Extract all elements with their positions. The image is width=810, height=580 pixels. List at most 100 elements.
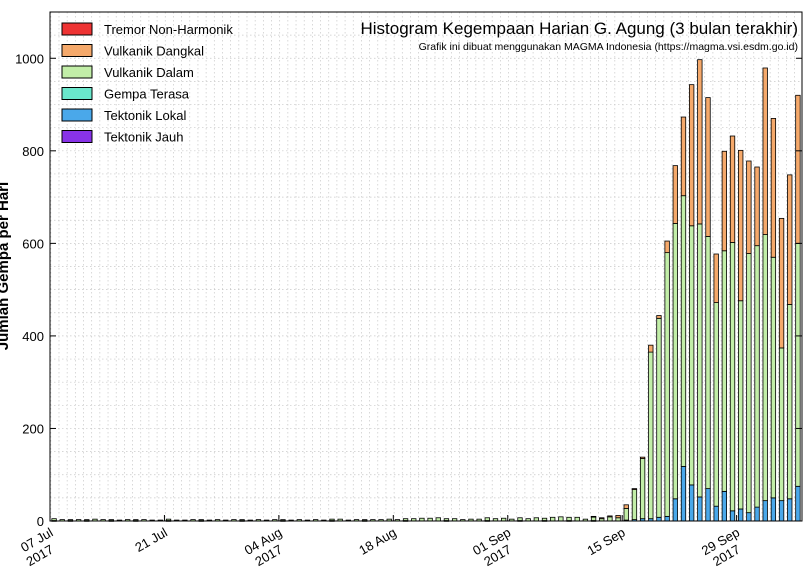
bar-segment — [762, 67, 768, 235]
bar-segment — [623, 508, 629, 521]
bar-segment — [689, 84, 695, 227]
y-axis-label: Jumlah Gempa per Hari — [0, 182, 12, 350]
bar-segment — [648, 344, 654, 353]
bar-segment — [402, 518, 409, 521]
bar-segment — [680, 116, 687, 197]
bar-segment — [713, 302, 719, 507]
bar-segment — [721, 150, 727, 252]
bar-segment — [770, 256, 777, 499]
bar-segment — [67, 519, 74, 521]
bar-segment — [778, 347, 785, 502]
bar-segment — [746, 512, 752, 522]
bar-segment — [762, 234, 768, 502]
bar-segment — [680, 195, 687, 467]
bar-segment — [713, 253, 719, 303]
bar-segment — [738, 300, 744, 510]
bar-segment — [795, 242, 801, 487]
legend-label: Gempa Terasa — [104, 87, 190, 102]
bar-segment — [754, 166, 760, 247]
y-tick-label: 200 — [22, 421, 44, 436]
bar-segment — [639, 456, 646, 459]
bar-segment — [517, 517, 523, 521]
bar-segment — [795, 94, 801, 244]
bar-segment — [631, 488, 638, 490]
y-tick-label: 800 — [22, 144, 44, 159]
y-tick-label: 0 — [37, 514, 44, 529]
legend-label: Tremor Non-Harmonik — [104, 22, 233, 37]
bar-segment — [198, 519, 204, 521]
bar-segment — [607, 515, 613, 518]
bar-segment — [762, 500, 768, 522]
bar-segment — [108, 519, 114, 521]
bar-segment — [664, 240, 670, 254]
bar-segment — [746, 253, 752, 514]
bar-segment — [721, 490, 727, 522]
bar-segment — [787, 304, 793, 500]
bar-segment — [713, 505, 719, 522]
bar-segment — [778, 217, 785, 349]
bar-segment — [615, 515, 621, 519]
bar-segment — [590, 515, 597, 518]
bar-segment — [51, 518, 57, 521]
legend-item: Vulkanik Dangkal — [61, 44, 204, 59]
bar-segment — [541, 517, 548, 521]
legend-label: Vulkanik Dalam — [104, 65, 194, 80]
bar-segment — [656, 315, 662, 319]
legend-swatch — [61, 108, 93, 122]
bar-segment — [754, 245, 760, 508]
y-axis-ticks: 0 200 400 600 800 1000 — [15, 51, 802, 529]
bar-segment — [697, 223, 703, 498]
bar-segment — [697, 59, 703, 225]
bar-segment — [558, 516, 564, 522]
bar-segment — [770, 118, 777, 258]
legend: Tremor Non-Harmonik Vulkanik Dangkal Vulka… — [61, 22, 233, 145]
legend-swatch — [61, 87, 93, 100]
bar-segment — [729, 242, 736, 512]
legend-item: Tremor Non-Harmonik — [61, 22, 233, 37]
bar-segment — [484, 517, 490, 521]
bar-segment — [133, 519, 139, 521]
bar-segment — [362, 519, 368, 521]
plot-frame — [49, 11, 803, 522]
chart-subtitle: Grafik ini dibuat menggunakan MAGMA Indo… — [419, 41, 798, 53]
bar-segment — [84, 519, 90, 521]
bar-segment — [729, 135, 736, 243]
y-tick-label: 400 — [22, 329, 44, 344]
bar-segment — [656, 516, 662, 522]
bar-segment — [795, 485, 801, 522]
bar-segment — [574, 516, 580, 522]
legend-label: Tektonik Jauh — [104, 130, 184, 145]
bars-group — [51, 59, 801, 522]
bar-segment — [689, 225, 695, 486]
bar-segment — [738, 508, 744, 522]
bar-segment — [746, 160, 752, 254]
legend-swatch — [61, 22, 93, 36]
bar-segment — [721, 250, 727, 492]
bar-segment — [672, 498, 678, 522]
legend-label: Vulkanik Dangkal — [104, 44, 204, 59]
legend-swatch — [61, 130, 93, 143]
bar-segment — [672, 165, 678, 224]
bar-segment — [239, 519, 245, 521]
bar-segment — [639, 458, 646, 520]
bar-segment — [664, 252, 670, 517]
bar-segment — [705, 236, 711, 490]
bar-segment — [705, 97, 711, 237]
bar-segment — [550, 516, 556, 522]
legend-swatch — [61, 44, 93, 57]
chart-title: Histogram Kegempaan Harian G. Agung (3 b… — [360, 19, 798, 38]
legend-item: Vulkanik Dalam — [61, 65, 194, 80]
bar-segment — [680, 465, 687, 522]
y-tick-label: 600 — [22, 236, 44, 251]
bar-segment — [689, 484, 695, 522]
bar-segment — [778, 500, 785, 522]
bar-segment — [656, 317, 662, 518]
y-tick-label: 1000 — [15, 51, 44, 66]
bar-segment — [738, 149, 744, 302]
bar-segment — [705, 488, 711, 522]
bar-segment — [329, 518, 335, 521]
legend-item: Tektonik Jauh — [61, 130, 184, 145]
bar-segment — [770, 497, 777, 522]
bar-segment — [280, 519, 286, 521]
